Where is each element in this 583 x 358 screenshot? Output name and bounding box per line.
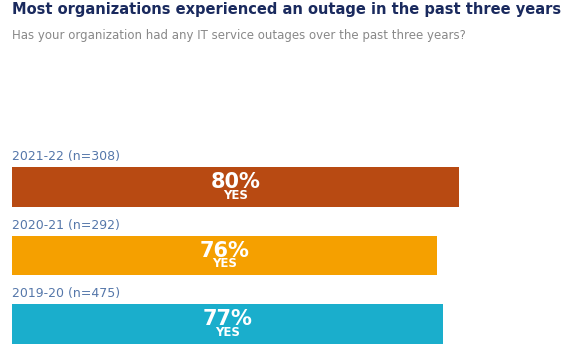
Text: YES: YES	[212, 257, 237, 270]
Text: 76%: 76%	[199, 241, 250, 261]
Text: Has your organization had any IT service outages over the past three years?: Has your organization had any IT service…	[12, 29, 466, 42]
Text: 77%: 77%	[202, 309, 252, 329]
Text: 2021-22 (n=308): 2021-22 (n=308)	[12, 150, 120, 163]
Text: 2019-20 (n=475): 2019-20 (n=475)	[12, 287, 120, 300]
Text: YES: YES	[215, 325, 240, 339]
Text: YES: YES	[223, 189, 248, 202]
Text: 80%: 80%	[210, 173, 261, 193]
Text: Most organizations experienced an outage in the past three years: Most organizations experienced an outage…	[12, 2, 561, 17]
Bar	[12, 236, 437, 275]
Bar	[12, 304, 442, 344]
Bar	[12, 168, 459, 207]
Text: 2020-21 (n=292): 2020-21 (n=292)	[12, 219, 120, 232]
